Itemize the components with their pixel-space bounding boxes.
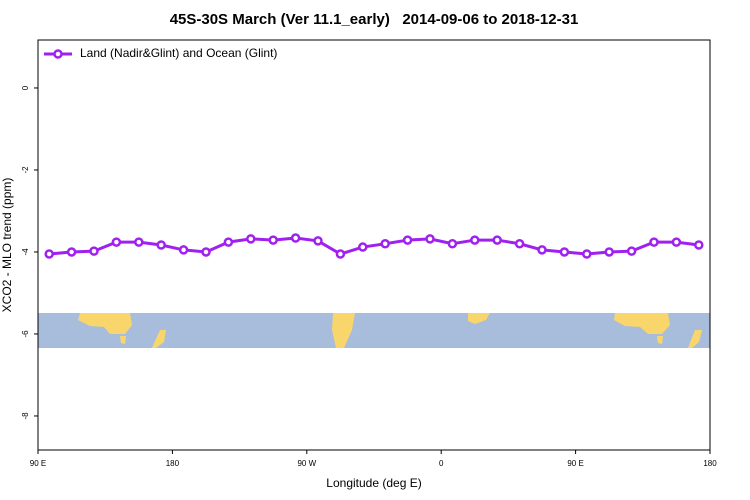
point: [559, 247, 570, 257]
point: [134, 237, 144, 247]
point: [447, 239, 458, 249]
y-tick-label: -8: [21, 412, 30, 420]
x-tick-label: 180: [166, 459, 180, 468]
x-tick-label: 90 E: [567, 459, 583, 468]
point: [44, 249, 54, 259]
point: [582, 249, 592, 259]
x-axis-label: Longitude (deg E): [326, 476, 421, 490]
point: [201, 247, 211, 257]
point: [313, 236, 323, 246]
point: [671, 237, 682, 247]
point: [425, 234, 435, 244]
legend-label: Land (Nadir&Glint) and Ocean (Glint): [80, 46, 277, 60]
point: [156, 240, 166, 250]
point: [111, 237, 122, 247]
point: [470, 235, 480, 245]
point: [626, 246, 637, 256]
point: [514, 239, 525, 249]
series-line: [49, 236, 699, 256]
y-tick-label: -4: [21, 248, 30, 256]
point: [290, 233, 301, 243]
point: [89, 246, 99, 256]
y-axis-label: XCO2 - MLO trend (ppm): [0, 178, 14, 313]
point: [178, 245, 189, 255]
x-tick-label: 0: [439, 459, 444, 468]
point: [246, 234, 256, 244]
point: [358, 242, 368, 252]
map-background: [38, 313, 710, 348]
y-tick-label: -2: [21, 166, 30, 174]
x-tick-label: 90 W: [297, 459, 316, 468]
legend-marker: [53, 49, 63, 59]
x-tick-label: 180: [703, 459, 717, 468]
point: [649, 237, 659, 247]
point: [402, 235, 413, 245]
plot-frame: [37, 39, 711, 451]
point: [537, 245, 547, 255]
point: [335, 249, 346, 259]
x-tick-label: 90 E: [30, 459, 46, 468]
chart-title: 45S-30S March (Ver 11.1_early) 2014-09-0…: [170, 11, 579, 28]
point: [223, 237, 234, 247]
point: [492, 235, 502, 245]
y-tick-label: 0: [21, 85, 30, 90]
point: [66, 247, 77, 257]
point: [268, 235, 278, 245]
point: [380, 239, 390, 249]
y-tick-label: -6: [21, 330, 30, 338]
point: [694, 240, 704, 250]
point: [604, 247, 614, 257]
